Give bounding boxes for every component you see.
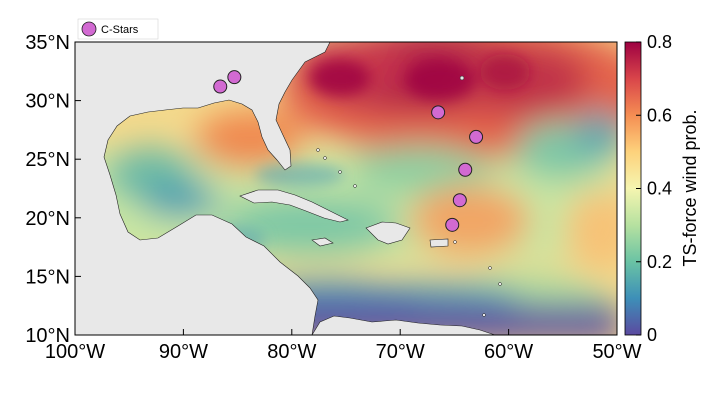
colorbar-tick-label: 0 xyxy=(647,325,657,345)
colorbar-tick-label: 0.2 xyxy=(647,252,672,272)
x-tick-label: 60°W xyxy=(484,341,533,363)
y-tick-label: 25°N xyxy=(25,149,70,171)
land xyxy=(75,42,496,335)
x-tick-label: 70°W xyxy=(376,341,425,363)
station-marker xyxy=(452,193,467,208)
y-tick-label: 20°N xyxy=(25,208,70,230)
station-marker xyxy=(431,105,446,120)
station-marker xyxy=(213,79,228,94)
probability-field-detail xyxy=(195,54,530,254)
north-america-landmass xyxy=(75,42,331,335)
colorbar-label: TS-force wind prob. xyxy=(680,109,700,266)
map-frame xyxy=(74,41,618,336)
south-america-coast xyxy=(311,315,496,335)
y-tick-label: 30°N xyxy=(25,91,70,113)
station-marker xyxy=(469,129,484,144)
station-marker xyxy=(458,162,473,177)
y-tick-label: 15°N xyxy=(25,266,70,288)
colorbar-tick-label: 0.4 xyxy=(647,179,672,199)
puerto-rico xyxy=(429,238,449,248)
cuba xyxy=(239,189,349,223)
y-tick-label: 35°N xyxy=(25,32,70,54)
colorbar-ticks: 0.8 0.6 0.4 0.2 0 xyxy=(636,32,672,345)
x-tick-label: 100°W xyxy=(45,341,105,363)
y-axis: 35°N 30°N 25°N 20°N 15°N 10°N xyxy=(25,32,81,347)
colorbar: 0.8 0.6 0.4 0.2 0 TS-force wind prob. xyxy=(624,32,700,345)
station-markers xyxy=(213,70,484,232)
colorbar-tick-label: 0.6 xyxy=(647,105,672,125)
small-islands xyxy=(316,75,502,317)
hispaniola xyxy=(365,221,411,245)
legend-marker-icon xyxy=(81,21,97,37)
station-marker xyxy=(227,70,242,85)
x-tick-label: 90°W xyxy=(159,341,208,363)
legend-label: C-Stars xyxy=(101,24,139,36)
x-axis: 100°W 90°W 80°W 70°W 60°W 50°W xyxy=(45,329,642,363)
x-tick-label: 50°W xyxy=(592,341,641,363)
map-area xyxy=(75,42,617,335)
colorbar-tick-label: 0.8 xyxy=(647,32,672,52)
jamaica xyxy=(311,237,334,247)
y-tick-label: 10°N xyxy=(25,325,70,347)
legend: C-Stars xyxy=(77,18,159,40)
x-tick-label: 80°W xyxy=(267,341,316,363)
station-marker xyxy=(445,217,460,232)
